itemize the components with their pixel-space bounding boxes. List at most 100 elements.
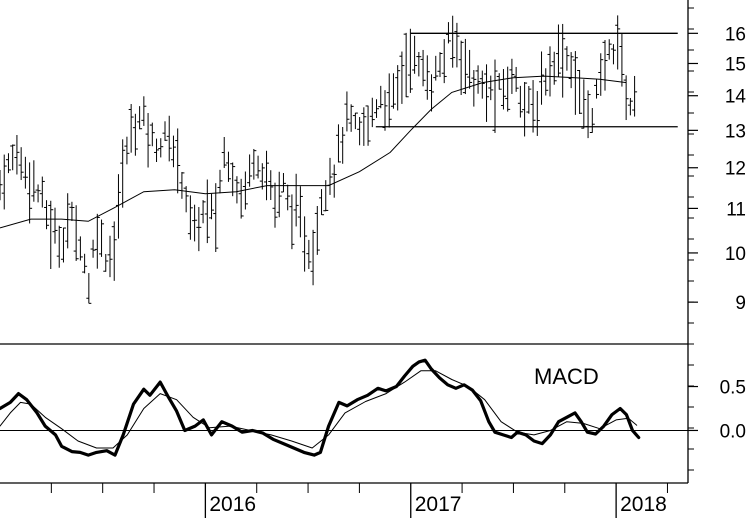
price-bar [458, 40, 464, 96]
price-bar [0, 170, 3, 201]
price-bar [564, 46, 570, 71]
price-bar [170, 135, 176, 168]
price-bar [594, 79, 600, 99]
price-bar [94, 213, 100, 269]
price-bar [348, 104, 354, 132]
price-bar [280, 173, 286, 193]
price-bar [386, 73, 392, 128]
price-bar [555, 24, 561, 77]
price-bar [437, 52, 443, 78]
y-axes: 9 10 11 12 13 14 15 16 0.0 0.5 [687, 0, 747, 483]
price-bar [412, 35, 418, 74]
price-bar [568, 52, 574, 89]
price-bar [547, 46, 553, 97]
price-bar [183, 186, 189, 213]
price-bar [187, 195, 193, 240]
price-bar [403, 32, 409, 98]
price-bar [560, 23, 566, 98]
price-bar [420, 49, 426, 87]
price-bar [390, 73, 396, 109]
price-bar [39, 176, 45, 208]
price-bar [632, 75, 638, 117]
price-bar [484, 64, 490, 122]
price-tick-label: 15 [725, 54, 746, 75]
price-bar [534, 90, 540, 136]
macd-panel: MACD [0, 358, 688, 457]
price-bar [344, 91, 350, 132]
price-bar [335, 124, 341, 163]
price-bar [247, 154, 253, 187]
price-bar [327, 157, 333, 195]
price-bar [111, 221, 117, 281]
price-bar [551, 51, 557, 85]
price-bar [462, 38, 468, 95]
price-bar [204, 179, 210, 244]
price-tick-label: 14 [725, 87, 747, 108]
price-bar [22, 156, 28, 189]
price-bar [120, 139, 126, 208]
price-bar [331, 164, 337, 198]
price-bar [264, 150, 270, 201]
macd-line [0, 358, 641, 457]
price-bar [48, 200, 54, 270]
price-bar [505, 66, 511, 112]
price-bar [522, 82, 528, 137]
price-bar [18, 147, 24, 181]
price-bar [471, 70, 477, 107]
price-bar [82, 253, 88, 274]
price-bar [65, 193, 71, 249]
moving-average-line [0, 75, 627, 229]
price-bar [196, 207, 202, 252]
x-axis-year-label: 2017 [415, 493, 462, 516]
price-bar [73, 205, 79, 261]
price-bar [77, 236, 83, 261]
price-bar [60, 227, 66, 263]
signal-line [0, 370, 638, 449]
price-bar [124, 136, 130, 165]
price-bar [441, 39, 447, 84]
price-bar [10, 144, 16, 171]
price-bar [369, 97, 375, 128]
price-tick-label: 16 [725, 24, 746, 45]
price-bar [467, 49, 473, 89]
price-bar [99, 219, 105, 257]
price-bar [378, 85, 384, 109]
price-bar [238, 178, 244, 219]
price-bar [581, 79, 587, 129]
price-tick-label: 10 [725, 244, 746, 265]
price-bar [602, 40, 608, 91]
price-bar [14, 135, 20, 175]
price-bar [103, 253, 109, 272]
macd-tick-label: 0.5 [720, 378, 746, 399]
price-bar [475, 65, 481, 94]
price-bar [289, 194, 295, 250]
price-bar [627, 97, 633, 116]
price-bar [27, 162, 33, 224]
price-bar [132, 113, 138, 156]
price-bar [416, 51, 422, 77]
price-bar [31, 160, 37, 202]
price-bar [200, 200, 206, 224]
price-bar [589, 108, 595, 134]
price-bar [445, 22, 451, 44]
price-bar [158, 138, 164, 158]
price-bar [500, 69, 506, 110]
price-bar [310, 229, 316, 286]
price-bar [255, 155, 261, 179]
price-bar [5, 153, 11, 174]
price-bar [340, 127, 346, 164]
price-bar [149, 122, 155, 147]
x-axis-year-label: 2018 [620, 493, 667, 516]
price-bar [166, 115, 172, 162]
price-bar [52, 207, 58, 244]
price-bar [399, 51, 405, 104]
price-bar [44, 200, 50, 230]
price-bar [572, 51, 578, 115]
price-bar [361, 107, 367, 146]
price-bar [251, 148, 257, 180]
price-bar [382, 90, 388, 131]
x-axis: 2016 2017 2018 [0, 482, 688, 518]
price-bar [306, 239, 312, 270]
price-bar [209, 193, 215, 220]
